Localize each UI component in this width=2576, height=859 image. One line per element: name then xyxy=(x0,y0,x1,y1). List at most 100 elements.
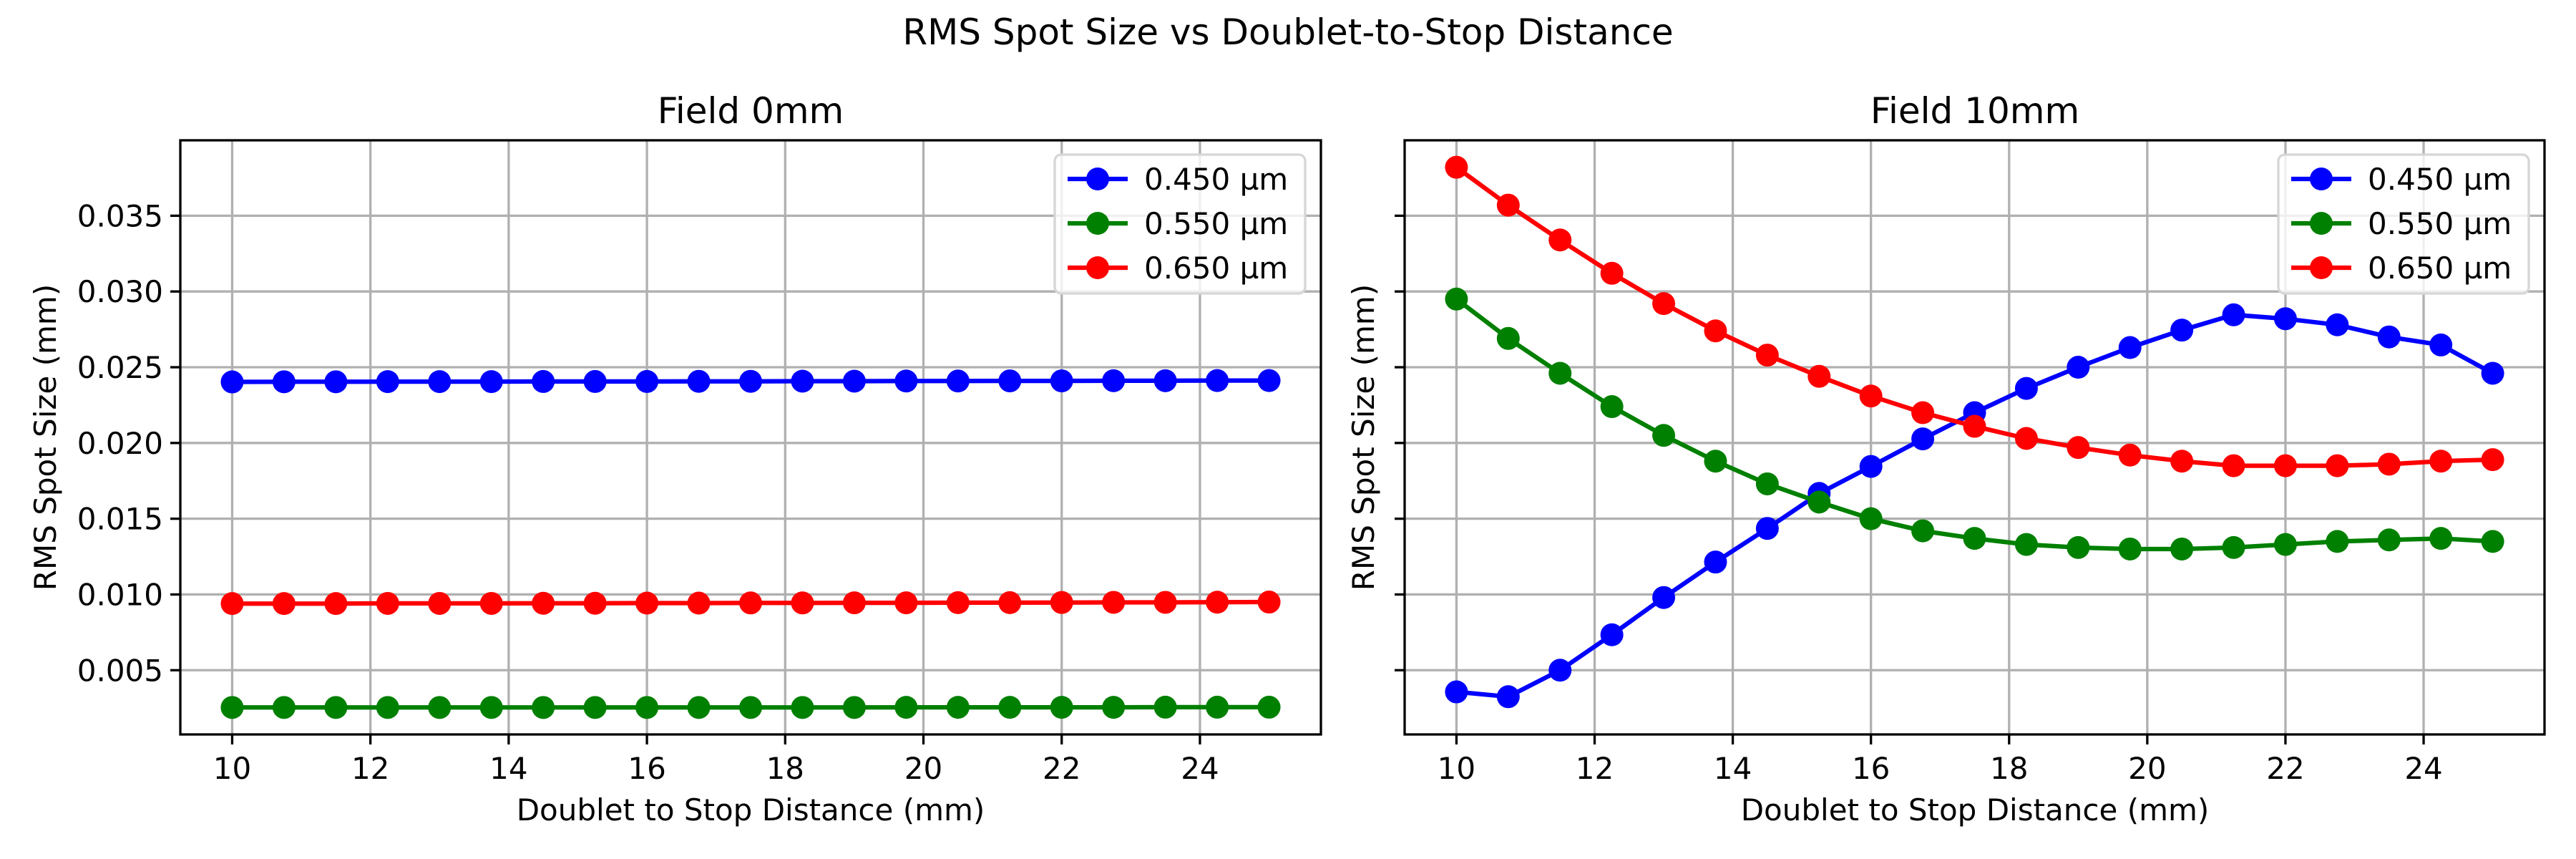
data-point xyxy=(687,696,711,719)
data-point xyxy=(998,369,1022,393)
data-point xyxy=(946,696,970,719)
data-point xyxy=(2326,530,2349,553)
data-point xyxy=(479,370,503,394)
data-point xyxy=(1807,490,1831,514)
data-point xyxy=(1102,591,1126,614)
data-point xyxy=(1153,695,1177,719)
data-point xyxy=(324,592,348,616)
y-tick-label: 0.010 xyxy=(77,577,163,612)
data-point xyxy=(1102,369,1126,392)
x-axis-label: Doublet to Stop Distance (mm) xyxy=(517,792,985,828)
x-tick-label: 20 xyxy=(904,751,942,786)
data-point xyxy=(2326,454,2349,477)
data-point xyxy=(1153,369,1177,392)
data-point xyxy=(2118,336,2142,359)
data-point xyxy=(1600,261,1624,285)
data-point xyxy=(635,369,659,393)
data-point xyxy=(1548,228,1572,252)
data-point xyxy=(1445,155,1468,179)
legend-marker xyxy=(1086,256,1109,279)
data-point xyxy=(1652,586,1676,609)
legend-marker xyxy=(1086,168,1109,190)
y-tick-label: 0.025 xyxy=(77,350,163,385)
data-point xyxy=(1206,369,1229,392)
data-point xyxy=(272,370,296,394)
y-tick-label: 0.030 xyxy=(77,274,163,309)
data-point xyxy=(1755,472,1779,495)
x-tick-label: 14 xyxy=(1714,751,1752,786)
legend-marker xyxy=(2310,168,2333,190)
data-point xyxy=(894,696,918,719)
data-point xyxy=(1257,369,1281,392)
data-point xyxy=(791,696,814,719)
data-point xyxy=(1548,659,1572,682)
series-0650 xyxy=(220,591,1281,616)
data-point xyxy=(272,592,296,616)
data-point xyxy=(2377,325,2401,349)
x-tick-label: 14 xyxy=(489,751,527,786)
data-point xyxy=(1704,450,1727,473)
data-point xyxy=(1911,427,1935,451)
data-point xyxy=(428,591,452,615)
data-point xyxy=(998,696,1022,719)
legend-label: 0.650 µm xyxy=(1144,251,1288,286)
subplot-title: Field 10mm xyxy=(1870,90,2079,132)
data-point xyxy=(2429,527,2453,550)
data-point xyxy=(1859,455,1883,478)
legend-marker xyxy=(2310,212,2333,235)
x-tick-label: 12 xyxy=(351,751,389,786)
data-point xyxy=(2067,535,2090,559)
data-point xyxy=(2170,319,2194,342)
data-point xyxy=(2014,533,2038,556)
x-tick-label: 22 xyxy=(2266,751,2304,786)
data-point xyxy=(2014,427,2038,450)
y-axis-label: RMS Spot Size (mm) xyxy=(1346,284,1381,591)
data-point xyxy=(220,370,244,394)
x-tick-label: 18 xyxy=(766,751,804,786)
data-point xyxy=(1206,695,1229,719)
data-point xyxy=(687,591,711,615)
x-tick-label: 22 xyxy=(1043,751,1080,786)
y-tick-label: 0.020 xyxy=(77,426,163,461)
data-point xyxy=(2273,307,2297,331)
y-tick-label: 0.015 xyxy=(77,502,163,537)
data-point xyxy=(2222,535,2245,559)
series-0550 xyxy=(1445,287,2504,560)
data-point xyxy=(532,591,555,615)
data-point xyxy=(739,696,762,719)
data-point xyxy=(1600,623,1624,646)
data-point xyxy=(376,696,399,719)
data-point xyxy=(583,369,607,393)
x-tick-label: 10 xyxy=(213,751,251,786)
legend-marker xyxy=(2310,256,2333,279)
data-point xyxy=(1050,591,1073,614)
data-point xyxy=(635,696,659,719)
legend: 0.450 µm 0.550 µm 0.650 µm xyxy=(2277,153,2530,295)
y-tick-label: 0.035 xyxy=(77,198,163,233)
data-point xyxy=(2067,356,2090,379)
data-point xyxy=(2481,448,2504,472)
data-point xyxy=(1153,591,1177,614)
x-tick-label: 12 xyxy=(1576,751,1614,786)
data-point xyxy=(739,369,762,393)
data-point xyxy=(791,591,814,615)
legend-frame xyxy=(2277,153,2530,295)
legend: 0.450 µm 0.550 µm 0.650 µm xyxy=(1053,153,1307,295)
data-point xyxy=(842,369,866,393)
x-tick-label: 24 xyxy=(2404,751,2442,786)
legend-marker xyxy=(1086,212,1109,235)
data-point xyxy=(376,591,399,615)
legend-frame xyxy=(1053,153,1307,295)
data-point xyxy=(1257,695,1281,719)
data-point xyxy=(324,370,348,394)
data-point xyxy=(894,591,918,615)
data-point xyxy=(2377,528,2401,552)
x-tick-label: 16 xyxy=(628,751,665,786)
data-point xyxy=(1600,395,1624,419)
data-point xyxy=(1911,401,1935,424)
data-point xyxy=(1102,696,1126,719)
data-point xyxy=(2170,450,2194,473)
series-0450 xyxy=(1445,303,2504,709)
data-point xyxy=(1206,591,1229,614)
